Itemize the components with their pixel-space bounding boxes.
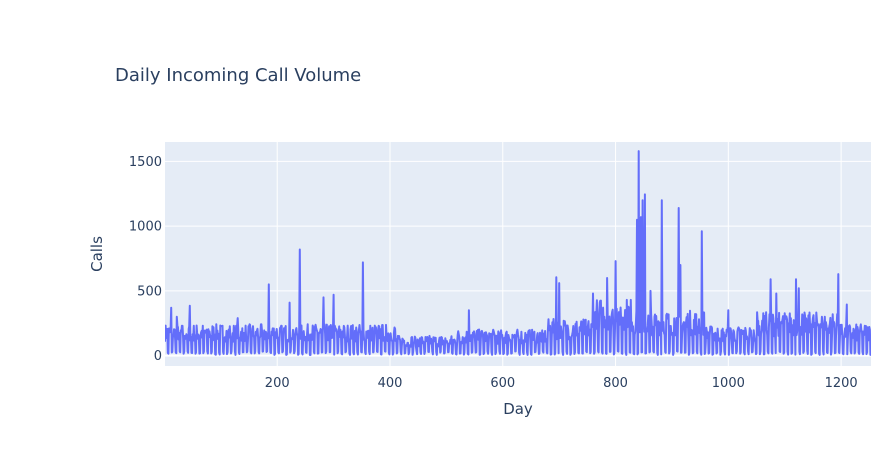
x-tick-label: 1200 <box>825 376 858 391</box>
x-tick-label: 200 <box>265 376 290 391</box>
chart-title: Daily Incoming Call Volume <box>115 65 361 86</box>
y-tick-label: 500 <box>137 284 162 299</box>
x-tick-label: 600 <box>490 376 515 391</box>
x-axis-title: Day <box>503 400 533 418</box>
y-axis-title: Calls <box>88 236 106 272</box>
x-tick-label: 400 <box>378 376 403 391</box>
y-tick-label: 0 <box>154 349 162 364</box>
y-axis-ticks: 0 500 1000 1500 <box>129 155 162 364</box>
x-tick-label: 1000 <box>712 376 745 391</box>
y-tick-label: 1500 <box>129 155 162 170</box>
x-axis-ticks: 200 400 600 800 1000 1200 <box>265 376 858 391</box>
data-series <box>165 150 871 356</box>
x-tick-label: 800 <box>603 376 628 391</box>
gridlines <box>165 142 871 366</box>
series-line-calls[interactable] <box>165 150 871 356</box>
y-tick-label: 1000 <box>129 220 162 235</box>
